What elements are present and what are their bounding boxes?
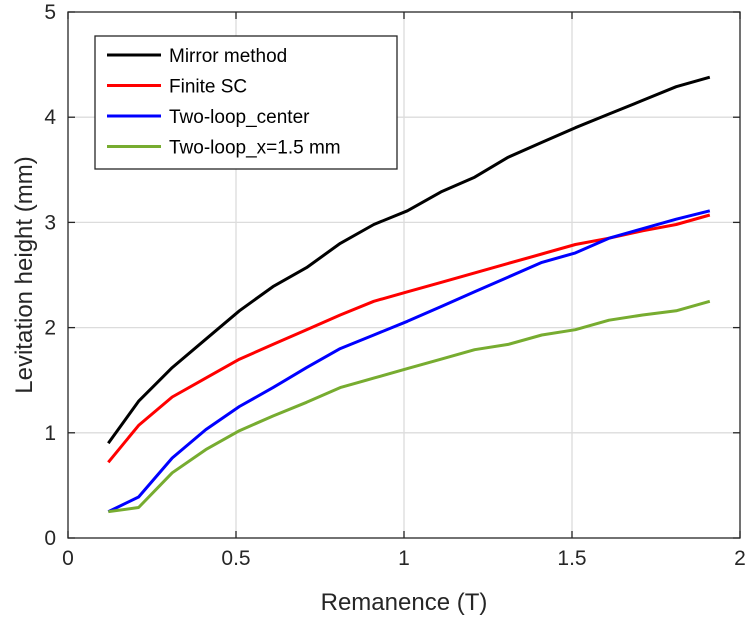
x-axis-label: Remanence (T) (321, 589, 488, 616)
y-tick-label: 4 (44, 106, 56, 129)
series-line-4 (108, 299, 711, 514)
legend-label-1: Mirror method (169, 46, 287, 67)
y-tick-label: 5 (44, 1, 56, 24)
x-tick-label: 0 (62, 547, 74, 570)
series-lines (107, 75, 711, 514)
x-tick-label: 1.5 (557, 547, 586, 570)
legend-label-4: Two-loop_x=1.5 mm (169, 138, 341, 159)
legend: Mirror method Finite SC Two-loop_center Two… (94, 35, 398, 170)
series-line-1 (107, 75, 711, 445)
series-line-3 (107, 209, 711, 514)
y-axis-label: Levitation height (mm) (11, 156, 38, 393)
x-tick-label: 2 (734, 547, 746, 570)
legend-label-3: Two-loop_center (169, 107, 310, 128)
y-tick-label: 1 (44, 422, 56, 445)
y-tick-label: 0 (44, 527, 56, 550)
axis-ticks: 0 0.5 1 1.5 2 0 1 2 3 4 5 (44, 1, 746, 570)
x-tick-label: 1 (398, 547, 410, 570)
legend-label-2: Finite SC (169, 77, 247, 98)
y-tick-label: 2 (44, 317, 56, 340)
x-tick-label: 0.5 (221, 547, 250, 570)
y-tick-label: 3 (44, 211, 56, 234)
